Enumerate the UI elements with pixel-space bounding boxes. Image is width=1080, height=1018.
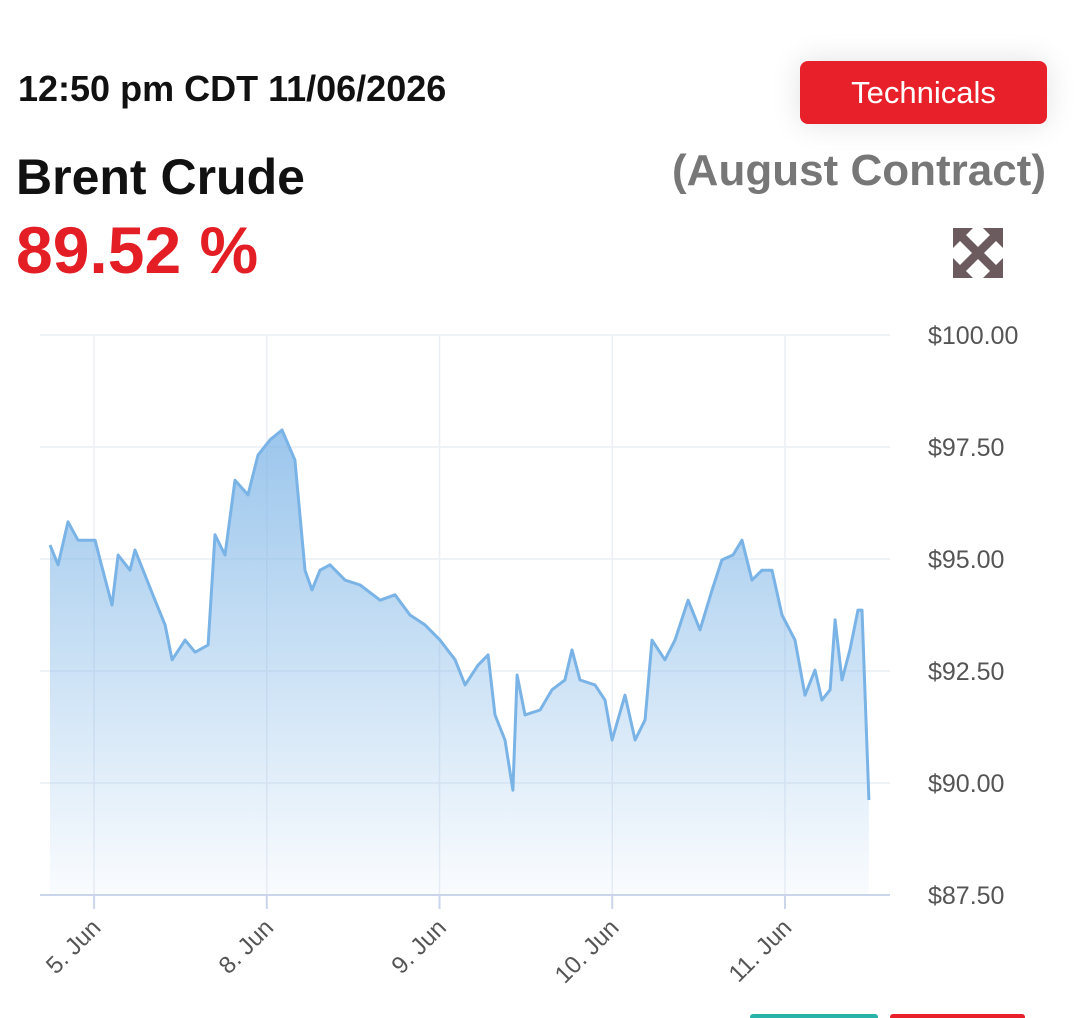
y-tick-label: $95.00 [928, 546, 1004, 574]
plot-layer: $87.50 $90.00 $92.50 $95.00 $97.50 $100.00 5. … [40, 322, 1018, 989]
x-tick-label: 8. Jun [214, 914, 279, 979]
y-tick-label: $90.00 [928, 770, 1004, 798]
x-tick-label: 11. Jun [724, 914, 798, 988]
technicals-button[interactable]: Technicals [800, 61, 1047, 124]
x-tick-label: 5. Jun [41, 914, 106, 979]
y-tick-label: $100.00 [928, 322, 1018, 350]
x-tick-label: 10. Jun [550, 914, 625, 989]
price-line [48, 428, 871, 801]
contract-label: (August Contract) [672, 146, 1046, 195]
timestamp: 12:50 pm CDT 11/06/2026 [18, 68, 447, 109]
y-tick-label: $87.50 [928, 882, 1004, 910]
area-fill [50, 430, 869, 895]
tab-indicator [750, 1014, 878, 1018]
y-tick-label: $97.50 [928, 434, 1004, 462]
y-tick-label: $92.50 [928, 658, 1004, 686]
tab-indicator [890, 1014, 1025, 1018]
instrument-title: Brent Crude [16, 149, 305, 205]
expand-icon[interactable] [953, 228, 1003, 278]
x-tick-label: 9. Jun [386, 914, 451, 979]
price: 89.52 % [16, 213, 259, 287]
